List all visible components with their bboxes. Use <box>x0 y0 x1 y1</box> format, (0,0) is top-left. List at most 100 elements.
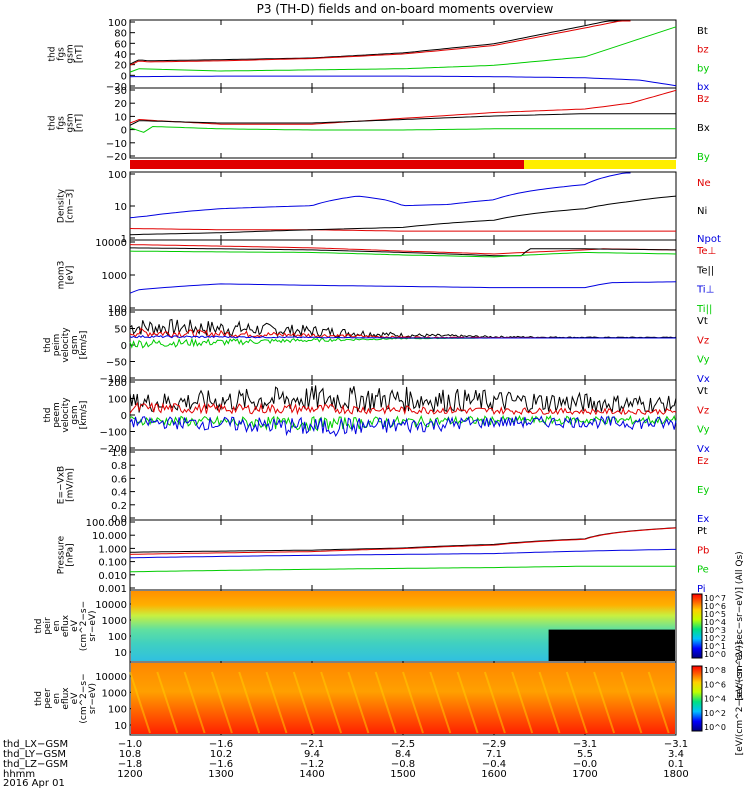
y-tick-label: 60 <box>114 39 127 50</box>
colorbar-label: [eV/(cm^2−sec−sr−eV)] <box>735 642 745 756</box>
spectrogram-streak <box>320 671 343 734</box>
y-axis-label-line: (cm^2−s− <box>79 673 89 723</box>
spectrogram-streak <box>292 671 315 734</box>
legend-Bt: Bt <box>697 26 708 37</box>
legend-Vy: Vy <box>697 425 710 436</box>
y-axis-label-line: fgs <box>57 116 67 130</box>
legend-By: By <box>697 152 710 163</box>
ephemeris-value: 0.1 <box>668 759 684 770</box>
y-axis-label: thdpeimvelocitygsm[km/s] <box>43 327 89 363</box>
y-tick-label: 10 <box>114 112 127 123</box>
y-axis-label-line: [nPa] <box>66 543 76 566</box>
y-tick-label: 0.100 <box>98 558 127 569</box>
panel-6: thdpeemvelocitygsm[km/s] 200 100 0 −100 −200 V… <box>43 378 710 455</box>
legend-Ti⊥: Ti⊥ <box>696 285 714 296</box>
y-tick-label: 100.000 <box>86 518 127 529</box>
legend-Bz: Bz <box>697 94 709 105</box>
series-line-bx <box>129 75 677 87</box>
y-axis-label-line: thd <box>34 619 44 634</box>
ephemeris-value: −0.8 <box>391 759 415 770</box>
legend-Pt: Pt <box>697 526 707 537</box>
y-axis-label-line: gsm <box>70 335 80 354</box>
colorbar-tick-label: 10^0 <box>704 650 726 659</box>
y-axis-label-line: fgs <box>57 47 67 61</box>
series-line-Vt <box>129 318 677 339</box>
y-axis-label-line: [km/s] <box>79 401 89 430</box>
ephemeris-value: 1400 <box>299 769 324 780</box>
y-tick-label: 0.001 <box>98 584 127 595</box>
y-axis-label-line: peir <box>43 617 53 635</box>
y-axis-label-line: en <box>52 693 62 704</box>
y-axis-label: thdfgsgsm[nT] <box>48 113 85 132</box>
colorbar-tick-label: 10^4 <box>704 618 726 627</box>
y-tick-label: −50 <box>106 358 127 369</box>
y-axis-label-line: velocity <box>61 327 71 363</box>
legend-Vx: Vx <box>697 374 710 385</box>
y-axis-label: thdpeerenefluxeV(cm^2−s−sr−eV) <box>34 673 98 723</box>
y-axis-label: mom3[eV] <box>57 261 76 290</box>
ephemeris-row-label: thd_LX−GSM <box>3 739 68 750</box>
legend-Ni: Ni <box>697 206 707 217</box>
spectrogram-streak <box>593 671 616 734</box>
spectrogram-streak <box>347 671 370 734</box>
ephemeris-value: 1500 <box>390 769 415 780</box>
ephemeris-value: 1800 <box>663 769 688 780</box>
ephemeris-value: 5.5 <box>577 749 593 760</box>
y-tick-label: 0.0 <box>111 514 127 525</box>
y-axis-label: thdpeirenefluxeV(cm^2−s−sr−eV) <box>34 601 98 651</box>
y-tick-label: 100 <box>108 304 127 315</box>
legend-bz: bz <box>697 45 709 56</box>
series-line-Npot <box>129 172 631 219</box>
legend-Bx: Bx <box>697 123 710 134</box>
y-axis-label-line: thd <box>43 338 53 353</box>
colorbar-tick-label: 10^2 <box>704 634 726 643</box>
y-tick-label: −100 <box>100 374 127 385</box>
panel-frame <box>129 519 677 591</box>
y-tick-label: 10 <box>114 202 127 213</box>
y-axis-label-line: Density <box>57 188 67 223</box>
series-line-Vy <box>129 337 676 349</box>
colorbar-tick-label: 10^2 <box>704 709 726 718</box>
ephemeris-row-label: hhmm <box>3 769 35 780</box>
ephemeris-value: 1200 <box>117 769 142 780</box>
colorbar-tick-label: 10^0 <box>704 723 726 732</box>
spectrogram-streak <box>429 671 452 734</box>
x-axis-group: thd_LX−GSM −1.0 −1.6 −2.1 −2.5 −2.9 −3.1 −3.1 th… <box>3 739 689 780</box>
y-axis-label-line: en <box>52 620 62 631</box>
ephemeris-value: 10.2 <box>210 749 232 760</box>
y-tick-label: 10.000 <box>92 531 127 542</box>
y-tick-label: 0 <box>121 126 127 137</box>
ephemeris-value: −1.2 <box>300 759 324 770</box>
y-axis-label-line: gsm <box>70 405 80 424</box>
ephemeris-value: 8.4 <box>395 749 411 760</box>
legend-Te||: Te|| <box>696 265 714 276</box>
ephemeris-value: 9.4 <box>304 749 320 760</box>
y-axis-label-line: [cm−3] <box>66 189 76 223</box>
series-line-Ni <box>129 195 677 236</box>
colorbar-label: [eV/(cm^2−sec−sr−eV)] (All Qs) <box>735 551 745 700</box>
spectrogram-streak <box>565 671 588 734</box>
ephemeris-value: 1300 <box>208 769 233 780</box>
spectrogram-streak <box>129 671 151 734</box>
spectrogram-streak <box>210 671 233 734</box>
y-axis-label-line: [mV/m] <box>66 468 76 502</box>
y-axis-label-line: gsm <box>66 113 76 132</box>
y-tick-label: 0 <box>121 71 127 82</box>
ephemeris-value: −2.5 <box>391 739 415 750</box>
y-tick-label: 10000 <box>95 238 127 249</box>
panel-3: Density[cm−3] 100 10 1 Ne Ni Npot <box>57 170 721 245</box>
panel-9: thdpeirenefluxeV(cm^2−s−sr−eV)1000010001… <box>34 551 745 700</box>
y-tick-label: 100 <box>108 632 127 643</box>
ephemeris-value: −1.6 <box>209 739 233 750</box>
series-line-Vx <box>129 335 676 339</box>
colorbar-tick-label: 10^1 <box>704 642 726 651</box>
series-line-Vz <box>129 401 677 416</box>
y-axis-label-line: Pressure <box>57 535 67 574</box>
y-axis-label-line: thd <box>43 408 53 423</box>
y-tick-label: 50 <box>114 325 127 336</box>
y-axis-label-line: eflux <box>61 687 71 710</box>
y-tick-label: 1.0 <box>111 448 127 459</box>
y-tick-label: 0.6 <box>111 474 127 485</box>
legend-Vz: Vz <box>697 335 709 346</box>
ephemeris-value: −2.1 <box>300 739 324 750</box>
